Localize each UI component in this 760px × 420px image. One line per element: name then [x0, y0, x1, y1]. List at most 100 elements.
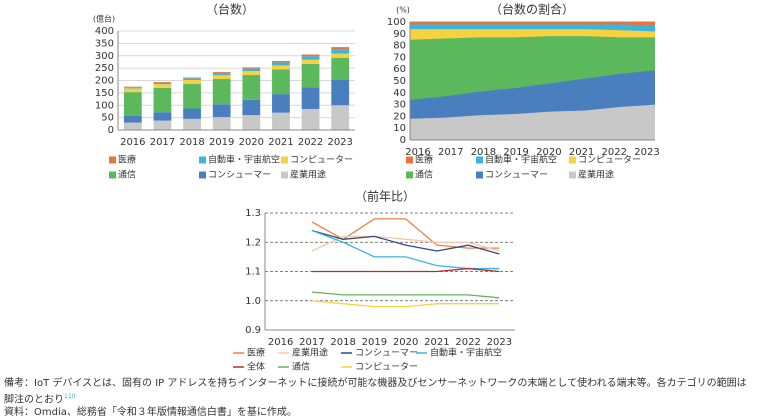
- y-tick-label: 100: [95, 100, 114, 111]
- x-tick-label: 2023: [487, 337, 512, 348]
- y-tick-label: 50: [101, 113, 114, 124]
- legend-label: 自動車・宇宙航空: [208, 154, 280, 166]
- bar-segment: [331, 53, 350, 58]
- unit-label: (%): [396, 6, 410, 15]
- legend-label: 自動車・宇宙航空: [430, 347, 502, 359]
- y-tick-label: 1.0: [245, 296, 261, 307]
- legend-label: コンピューター: [578, 155, 641, 166]
- bar-segment: [301, 108, 320, 130]
- bar-segment: [183, 83, 201, 109]
- x-tick-label: 2021: [569, 147, 594, 158]
- bar-segment: [331, 49, 350, 54]
- y-tick-label: 60: [393, 64, 406, 75]
- legend-swatch: [476, 156, 483, 164]
- bar-segment: [331, 47, 350, 50]
- legend-swatch: [109, 156, 116, 164]
- bar-segment: [212, 73, 231, 76]
- legend-label: 通信: [292, 361, 310, 373]
- bar-segment: [272, 112, 290, 130]
- bar-segment: [183, 80, 201, 84]
- chart-title: （台数）: [206, 2, 254, 17]
- y-tick-label: 1.1: [245, 267, 261, 278]
- x-tick-label: 2021: [268, 137, 293, 148]
- x-tick-label: 2022: [455, 337, 480, 348]
- bar-segment: [153, 120, 172, 130]
- bar-segment: [272, 94, 290, 113]
- x-tick-label: 2016: [120, 137, 145, 148]
- legend-swatch: [199, 171, 206, 179]
- area-fill: [410, 24, 655, 32]
- bar-segment: [153, 87, 172, 113]
- x-tick-label: 2019: [209, 137, 234, 148]
- y-tick-label: 10: [393, 123, 406, 134]
- legend-swatch: [406, 171, 413, 179]
- bar-segment: [123, 92, 142, 116]
- legend-swatch: [281, 171, 288, 179]
- unit-label: (億台): [93, 14, 115, 24]
- bar-segment: [272, 62, 290, 66]
- area-fill: [410, 36, 655, 100]
- legend-label: 産業用途: [290, 169, 326, 181]
- x-tick-label: 2022: [298, 137, 323, 148]
- y-tick-label: 20: [393, 111, 406, 122]
- y-tick-label: 80: [393, 41, 406, 52]
- area-fill: [410, 70, 655, 119]
- bar-segment: [301, 87, 320, 109]
- y-tick-label: 200: [95, 76, 114, 87]
- bar-segment: [331, 57, 350, 81]
- bar-segment: [301, 56, 320, 60]
- x-tick-label: 2019: [503, 147, 528, 158]
- x-tick-label: 2020: [393, 337, 418, 348]
- y-tick-label: 100: [387, 17, 406, 28]
- legend-label: 全体: [247, 361, 265, 373]
- x-tick-label: 2018: [330, 337, 355, 348]
- chart-title: （前年比）: [355, 189, 415, 204]
- legend-label: 医療: [118, 154, 136, 166]
- x-tick-label: 2018: [179, 137, 204, 148]
- bar-segment: [183, 77, 201, 79]
- y-tick-label: 50: [393, 76, 406, 87]
- footnote: 110: [64, 393, 76, 400]
- x-tick-label: 2017: [438, 147, 463, 158]
- area-fill: [410, 104, 655, 140]
- bar-segment: [242, 115, 261, 130]
- bar-segment: [212, 75, 231, 80]
- x-tick-label: 2023: [634, 147, 659, 158]
- bar-segment: [272, 69, 290, 95]
- x-tick-label: 2019: [362, 337, 387, 348]
- bar-segment: [242, 99, 261, 116]
- legend-swatch: [476, 171, 483, 179]
- legend-label: コンピューター: [355, 362, 418, 373]
- legend-label: 医療: [247, 347, 265, 359]
- line: [311, 291, 500, 299]
- bar-segment: [153, 84, 172, 88]
- remark: 備考：IoT デバイスとは、固有の IP アドレスを持ちインターネットに接続が可…: [4, 378, 747, 406]
- bar-segment: [212, 79, 231, 105]
- legend-swatch: [281, 156, 288, 164]
- y-tick-label: 250: [95, 63, 114, 74]
- legend-swatch: [109, 171, 116, 179]
- line: [311, 267, 500, 273]
- y-tick-label: 30: [393, 100, 406, 111]
- bar-segment: [242, 71, 261, 76]
- legend-label: 産業用途: [578, 169, 614, 181]
- x-tick-label: 2020: [536, 147, 561, 158]
- x-tick-label: 2020: [239, 137, 264, 148]
- y-tick-label: 40: [393, 88, 406, 99]
- legend-label: コンシューマー: [355, 349, 418, 359]
- bar-segment: [183, 78, 201, 81]
- area-fill: [410, 22, 655, 26]
- legend-label: コンシューマー: [485, 171, 548, 181]
- line: [311, 235, 500, 252]
- line: [311, 300, 500, 308]
- bar-segment: [301, 59, 320, 64]
- x-tick-label: 2023: [327, 137, 352, 148]
- bar-segment: [212, 104, 231, 118]
- bar-segment: [212, 72, 231, 74]
- bar-segment: [123, 115, 142, 123]
- legend-label: 自動車・宇宙航空: [485, 154, 557, 166]
- area-fill: [410, 29, 655, 40]
- bar-segment: [183, 118, 201, 130]
